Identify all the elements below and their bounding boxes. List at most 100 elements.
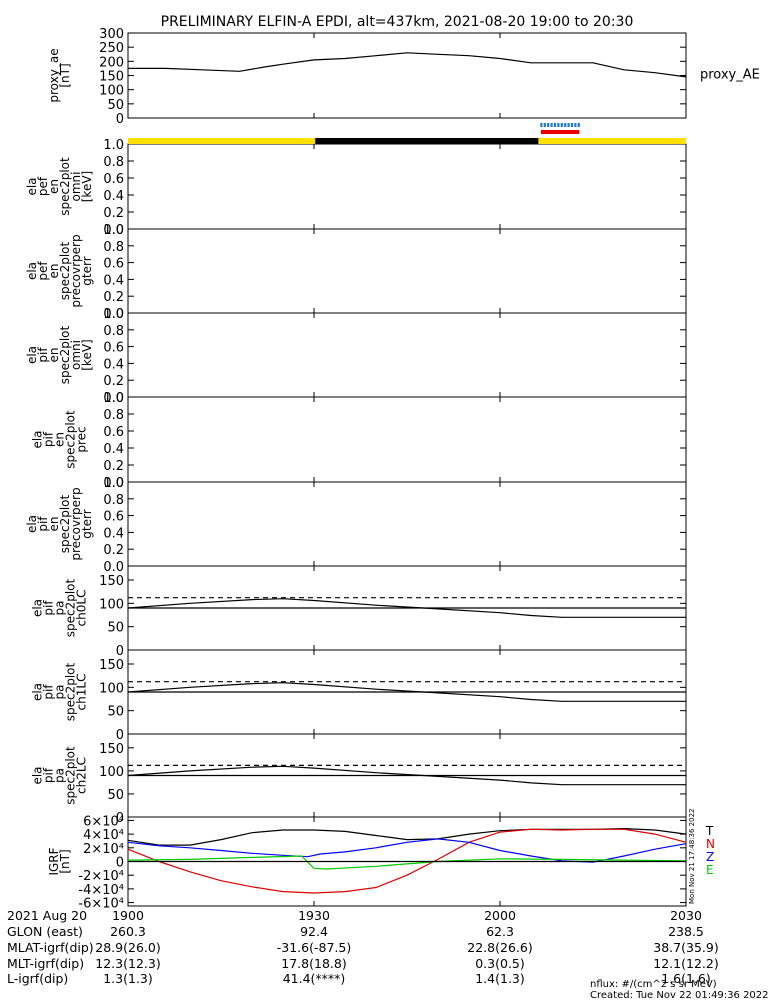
panel-frame xyxy=(127,312,687,398)
science-zone-mark xyxy=(540,123,543,127)
y-tick-label: 200 xyxy=(99,55,124,70)
x-tick-label: 2000 xyxy=(484,908,516,923)
units-label: nflux: #/(cm^2 s sr MeV) xyxy=(590,979,717,990)
orbit-bar xyxy=(128,123,686,144)
y-axis-label: spec2plot xyxy=(64,578,78,637)
science-zone-mark xyxy=(560,123,563,127)
science-zone-mark xyxy=(543,123,546,127)
y-axis-label: gterr xyxy=(80,256,94,285)
x-tick-label: 1900 xyxy=(112,908,144,923)
x-row-value: -31.6(-87.5) xyxy=(277,940,351,955)
x-row-value: 38.7(35.9) xyxy=(653,940,718,955)
y-tick-label: 0.6 xyxy=(103,510,124,525)
science-zone-mark xyxy=(553,123,557,127)
science-zone-mark xyxy=(557,123,560,127)
panel-igrf: -6×10⁴-4×10⁴-2×10⁴02×10⁴4×10⁴6×10⁴IGRF[n… xyxy=(47,809,715,912)
y-axis-label: en xyxy=(47,348,61,363)
x-row-value: 12.1(12.2) xyxy=(653,956,718,971)
x-row-label: GLON (east) xyxy=(7,924,83,939)
y-tick-label: 0.8 xyxy=(103,324,124,339)
x-row-label: 2021 Aug 20 xyxy=(7,908,87,923)
x-row-label: L-igrf(dip) xyxy=(7,971,68,986)
y-tick-label: 0 xyxy=(116,112,124,127)
y-tick-label: 150 xyxy=(99,742,124,757)
x-row-value: 17.8(18.8) xyxy=(281,956,346,971)
y-axis-label: ela xyxy=(25,262,39,280)
y-axis-label: ela xyxy=(25,515,39,533)
y-tick-label: 2×10⁴ xyxy=(83,842,124,857)
y-tick-label: 100 xyxy=(99,597,124,612)
chart-title: PRELIMINARY ELFIN-A EPDI, alt=437km, 202… xyxy=(161,14,634,30)
legend-entry: E xyxy=(706,863,714,877)
y-tick-label: 1.0 xyxy=(103,476,124,491)
panel-ela_pif_en_spec2plot_omni: 0.0 0.2 0.40.6 0.8 1.0 elapifenspec2plotomni[… xyxy=(25,307,687,406)
y-tick-label: -2×10⁴ xyxy=(78,869,124,884)
y-axis-label: ela xyxy=(31,766,45,784)
panel-ela_pef_en_spec2plot_precovrperp: 0.0 0.2 0.40.6 0.8 1.0 elapefenspec2plotpreco… xyxy=(25,223,687,322)
y-axis-label: [keV] xyxy=(80,339,94,370)
panel-frame xyxy=(127,481,687,567)
x-tick-label: 1930 xyxy=(298,908,330,923)
y-tick-label: 100 xyxy=(99,765,124,780)
y-axis-label: pa xyxy=(53,601,67,616)
science-zone-mark xyxy=(567,123,570,127)
y-tick-label: 50 xyxy=(107,98,124,113)
y-tick-label: 0.2 xyxy=(103,459,124,474)
panel-ela_pef_en_spec2plot_omni: 0.0 0.2 0.4 0.6 0.8 1.0 elapefenspec2plotomni[… xyxy=(25,138,687,238)
right-series-label: proxy_AE xyxy=(700,67,760,82)
science-zone-mark xyxy=(547,123,550,127)
panel-frame xyxy=(127,228,687,314)
x-row-value: 238.5 xyxy=(668,924,704,939)
x-row-value: 1.6(1.6) xyxy=(661,971,711,986)
y-axis-label: omni xyxy=(69,172,83,202)
y-axis-label: pif xyxy=(42,684,56,700)
x-row-label: MLAT-igrf(dip) xyxy=(7,940,94,955)
y-axis-label: spec2plot xyxy=(58,494,72,553)
series-line-proxy_AE xyxy=(128,52,687,78)
panel-frame xyxy=(127,32,687,119)
created-label: Created: Tue Nov 22 01:49:36 2022 xyxy=(590,990,769,1000)
y-axis-label: pif xyxy=(36,516,50,532)
side-timestamp: Mon Nov 21 17:48:36 2022 xyxy=(688,809,696,904)
y-tick-label: 0 xyxy=(116,644,124,659)
y-tick-label: 0.8 xyxy=(103,408,124,423)
x-row-value: 62.3 xyxy=(486,924,514,939)
y-axis-label: pa xyxy=(53,768,67,783)
y-axis-label: gterr xyxy=(80,509,94,538)
science-zone-mark xyxy=(550,123,553,127)
y-axis-label: precovrperp xyxy=(69,487,83,560)
y-tick-label: 0.4 xyxy=(103,189,124,204)
series-line-LC xyxy=(127,765,686,786)
y-axis-label: pa xyxy=(53,685,67,700)
y-tick-label: 0.6 xyxy=(103,257,124,272)
y-tick-label: 0.0 xyxy=(103,223,124,238)
orbit-segment xyxy=(128,138,316,144)
y-tick-label: 0.8 xyxy=(103,240,124,255)
y-axis-label: pif xyxy=(42,431,56,447)
y-axis-label: spec2plot xyxy=(58,241,72,300)
science-zone-mark xyxy=(570,123,574,127)
y-tick-label: 1.0 xyxy=(103,223,124,238)
y-tick-label: 0.8 xyxy=(103,493,124,508)
y-tick-label: 0.0 xyxy=(103,476,124,491)
y-axis-label: en xyxy=(47,179,61,194)
y-axis-label: ela xyxy=(31,599,45,617)
y-tick-label: 0.0 xyxy=(103,391,124,406)
x-row-value: 41.4(****) xyxy=(283,971,346,986)
y-tick-label: 1.0 xyxy=(103,391,124,406)
y-tick-label: -6×10⁴ xyxy=(78,897,124,912)
y-axis-label: en xyxy=(47,264,61,279)
legend-entry: Z xyxy=(706,850,714,864)
y-axis-label: omni xyxy=(69,340,83,370)
x-row-value: 12.3(12.3) xyxy=(95,956,160,971)
y-tick-label: 0.6 xyxy=(103,341,124,356)
y-tick-label: 4×10⁴ xyxy=(83,828,124,843)
y-tick-label: 150 xyxy=(99,658,124,673)
